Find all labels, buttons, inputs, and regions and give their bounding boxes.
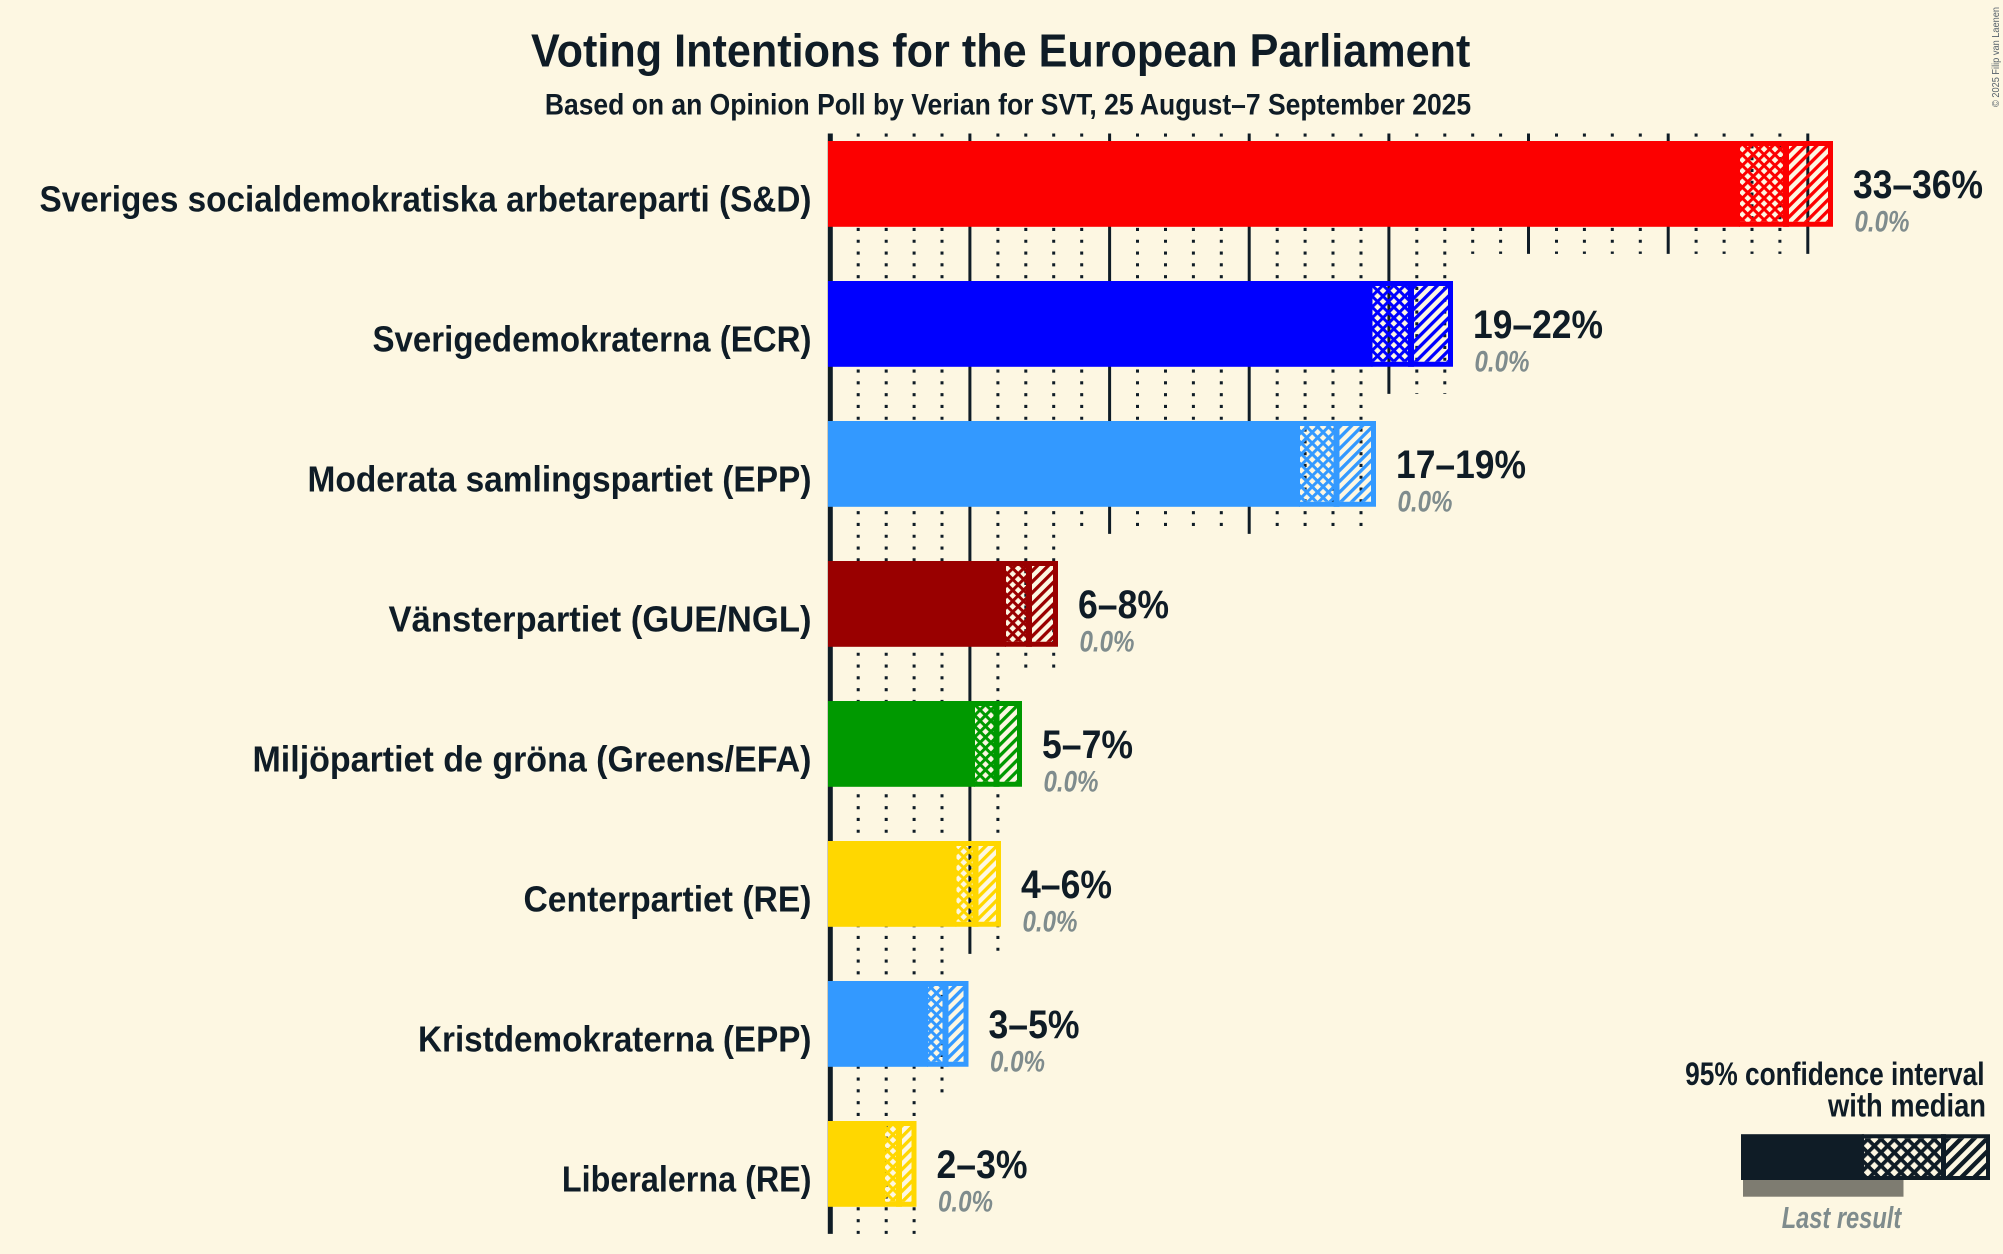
svg-text:95% confidence interval: 95% confidence interval bbox=[1685, 1056, 1984, 1092]
svg-text:Miljöpartiet de gröna (Greens/: Miljöpartiet de gröna (Greens/EFA) bbox=[253, 738, 812, 779]
svg-text:Sveriges socialdemokratiska ar: Sveriges socialdemokratiska arbetarepart… bbox=[40, 178, 812, 219]
svg-text:6–8%: 6–8% bbox=[1078, 583, 1169, 627]
svg-text:© 2025 Filip van Laenen: © 2025 Filip van Laenen bbox=[1990, 7, 2002, 107]
svg-text:19–22%: 19–22% bbox=[1473, 303, 1603, 347]
svg-text:Liberalerna (RE): Liberalerna (RE) bbox=[562, 1158, 812, 1199]
svg-text:0.0%: 0.0% bbox=[1080, 626, 1135, 659]
svg-text:5–7%: 5–7% bbox=[1042, 723, 1133, 767]
svg-text:33–36%: 33–36% bbox=[1853, 163, 1983, 207]
svg-text:0.0%: 0.0% bbox=[1044, 766, 1099, 799]
svg-text:Last result: Last result bbox=[1782, 1200, 1903, 1235]
svg-text:Kristdemokraterna (EPP): Kristdemokraterna (EPP) bbox=[418, 1018, 812, 1059]
svg-text:0.0%: 0.0% bbox=[1855, 206, 1910, 239]
svg-text:Based on an Opinion Poll by Ve: Based on an Opinion Poll by Verian for S… bbox=[545, 88, 1471, 121]
svg-text:2–3%: 2–3% bbox=[937, 1143, 1028, 1187]
svg-text:Vänsterpartiet (GUE/NGL): Vänsterpartiet (GUE/NGL) bbox=[389, 598, 812, 639]
svg-text:0.0%: 0.0% bbox=[1023, 906, 1078, 939]
svg-text:17–19%: 17–19% bbox=[1396, 443, 1526, 487]
svg-text:Voting Intentions for the Euro: Voting Intentions for the European Parli… bbox=[531, 24, 1470, 76]
svg-text:0.0%: 0.0% bbox=[1398, 486, 1453, 519]
svg-text:with median: with median bbox=[1827, 1088, 1986, 1124]
svg-text:Moderata samlingspartiet (EPP): Moderata samlingspartiet (EPP) bbox=[308, 458, 812, 499]
svg-text:4–6%: 4–6% bbox=[1021, 863, 1112, 907]
svg-text:0.0%: 0.0% bbox=[1475, 346, 1530, 379]
svg-text:Sverigedemokraterna (ECR): Sverigedemokraterna (ECR) bbox=[373, 318, 812, 359]
svg-text:3–5%: 3–5% bbox=[989, 1003, 1080, 1047]
svg-text:Centerpartiet (RE): Centerpartiet (RE) bbox=[524, 878, 812, 919]
svg-text:0.0%: 0.0% bbox=[990, 1046, 1045, 1079]
svg-text:0.0%: 0.0% bbox=[938, 1186, 993, 1219]
